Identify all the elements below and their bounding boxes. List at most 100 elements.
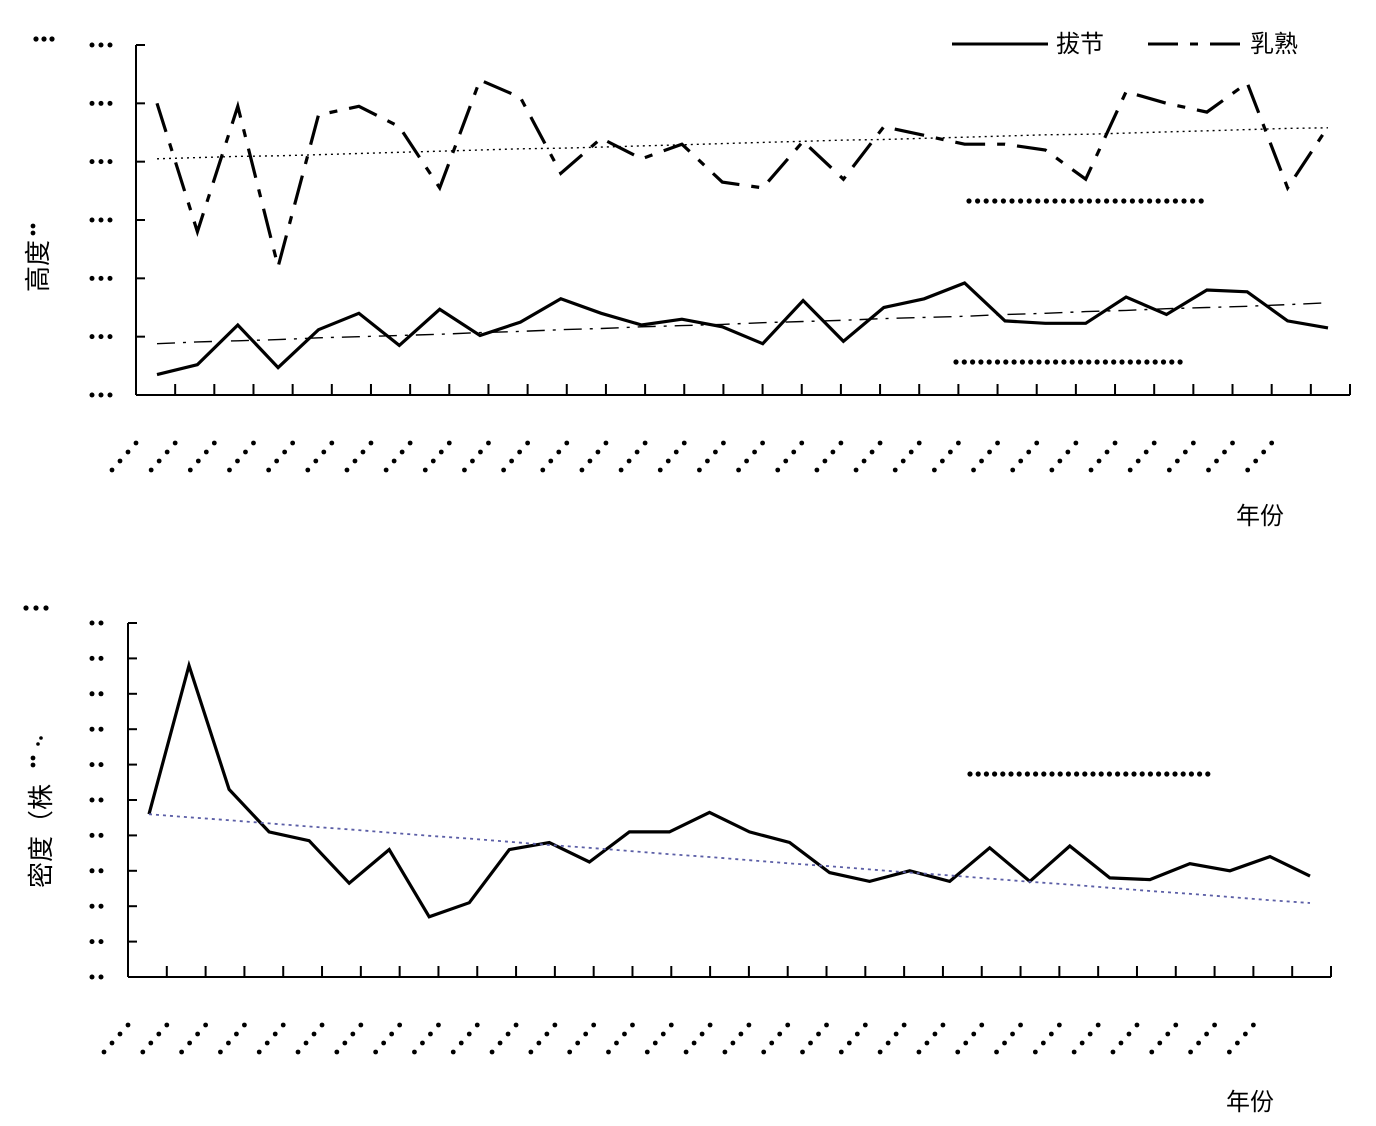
x-tick-label (567, 1022, 597, 1055)
x-tick-label (775, 440, 805, 473)
annotation-glyph (1152, 359, 1158, 365)
legend-label-milk: 乳熟 (1250, 30, 1298, 58)
annotation-glyph (1016, 771, 1022, 777)
annotation-glyph (992, 198, 998, 204)
annotation-glyph (1104, 198, 1110, 204)
bottom-axes (127, 622, 1332, 978)
x-tick-label (256, 1022, 286, 1055)
x-tick-label (606, 1022, 635, 1055)
annotation-glyph (986, 359, 992, 365)
annotation-glyph (1043, 198, 1049, 204)
annotation-glyph (1086, 359, 1092, 365)
top-y-tick-labels (89, 42, 113, 398)
annotation-glyph (1139, 771, 1145, 777)
y-tick-label (89, 42, 113, 48)
y-tick-label (89, 868, 104, 874)
x-tick-label (838, 1022, 868, 1055)
annotation-glyph (983, 771, 990, 777)
x-tick-label (1206, 440, 1235, 473)
y-tick-label (89, 726, 104, 732)
y-tick-label (89, 275, 113, 281)
annotation-glyph (1057, 771, 1063, 777)
annotation-glyph (1052, 198, 1058, 204)
annotation-glyph (1172, 198, 1178, 204)
x-tick-label (462, 440, 491, 473)
annotation-glyph (1044, 359, 1050, 365)
x-tick-label (101, 1022, 131, 1055)
y-tick-label (89, 691, 104, 697)
y-tick-label (89, 159, 113, 165)
bottom-annotation (967, 771, 1211, 777)
y-tick-label (89, 974, 104, 980)
x-tick-label (1245, 440, 1275, 473)
x-tick-label (683, 1022, 713, 1055)
x-tick-label (1127, 440, 1157, 473)
y-tick-label (89, 217, 113, 223)
bottom-x-tick-labels (101, 1022, 1256, 1055)
x-tick-label (892, 440, 922, 473)
annotation-glyph (1074, 771, 1080, 777)
top-ylabel: 高度 (24, 240, 54, 292)
annotation-glyph (1205, 771, 1211, 777)
top-series (155, 77, 1330, 377)
series-line-3 (156, 127, 1329, 160)
top-annotation-lower (953, 359, 1183, 365)
x-tick-label (1088, 440, 1118, 473)
annotation-glyph (1156, 771, 1162, 777)
annotation-glyph (975, 198, 981, 204)
x-tick-label (761, 1022, 791, 1055)
x-tick-label (489, 1022, 519, 1055)
bottom-title-glyphs (23, 605, 49, 611)
x-tick-label (373, 1022, 403, 1055)
y-tick-label (89, 620, 104, 626)
x-tick-label (1149, 1022, 1179, 1055)
x-tick-label (540, 440, 570, 473)
x-tick-label (916, 1022, 946, 1055)
series-line-2 (156, 302, 1329, 345)
annotation-glyph (1086, 198, 1092, 204)
annotation-glyph (1069, 359, 1075, 365)
bottom-series (147, 659, 1311, 919)
annotation-glyph (978, 359, 984, 365)
annotation-glyph (1172, 771, 1178, 777)
legend-label-jointing: 拔节 (1056, 30, 1104, 58)
annotation-glyph (1129, 198, 1135, 204)
annotation-glyph (1078, 198, 1084, 204)
annotation-glyph (1177, 359, 1183, 365)
y-tick-label (89, 392, 113, 398)
annotation-glyph (1111, 359, 1117, 365)
y-tick-label (89, 100, 113, 106)
x-tick-label (618, 440, 648, 473)
x-tick-label (994, 1022, 1023, 1055)
x-tick-label (109, 440, 139, 473)
bottom-ylabel: 密度（株 (27, 784, 57, 888)
annotation-glyph (1049, 771, 1055, 777)
annotation-glyph (1190, 198, 1196, 204)
top-xlabel: 年份 (1236, 502, 1284, 530)
series-line-0 (156, 281, 1329, 377)
x-tick-label (305, 440, 335, 473)
annotation-glyph (1036, 359, 1042, 365)
annotation-glyph (1090, 771, 1096, 777)
x-tick-label (528, 1022, 558, 1055)
annotation-glyph (1008, 771, 1014, 777)
x-tick-label (334, 1022, 364, 1055)
x-tick-label (579, 440, 609, 473)
density-chart: 密度（株 年份 (23, 605, 1332, 1116)
annotation-glyph (1127, 359, 1133, 365)
annotation-glyph (1035, 198, 1041, 204)
x-tick-label (383, 440, 413, 473)
annotation-glyph (1106, 771, 1112, 777)
height-chart: 高度 拔节 乳熟 年份 (24, 30, 1351, 530)
y-tick-label (89, 939, 104, 945)
y-tick-label (89, 903, 104, 909)
x-tick-label (697, 440, 726, 473)
annotation-glyph (1098, 771, 1104, 777)
y-tick-label (89, 334, 113, 340)
annotation-glyph (1169, 359, 1175, 365)
annotation-glyph (1028, 359, 1034, 365)
x-tick-label (1071, 1022, 1101, 1055)
y-tick-label (89, 655, 104, 661)
annotation-glyph (1011, 359, 1017, 365)
